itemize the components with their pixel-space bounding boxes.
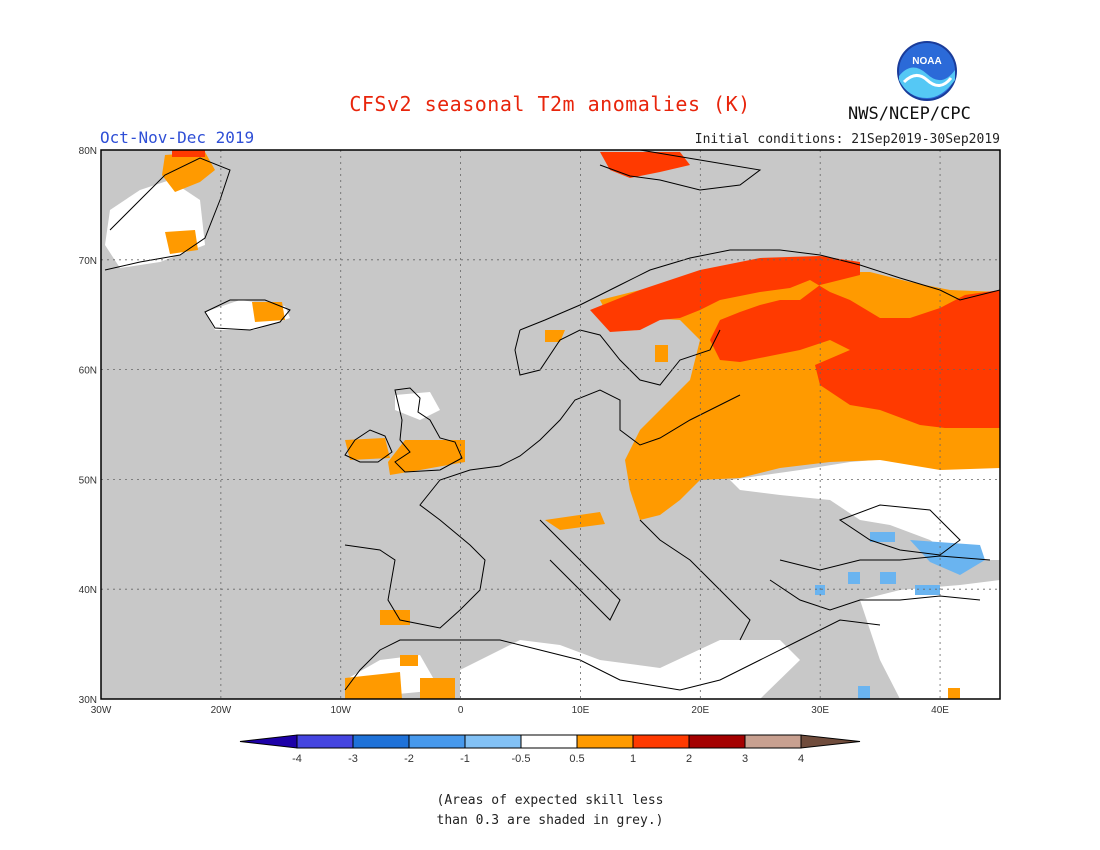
legend-color-box [576, 734, 634, 749]
longitude-tick-label: 20E [691, 705, 709, 716]
coastlines [104, 150, 1000, 691]
legend-color-box [408, 734, 466, 749]
legend-color-box [520, 734, 578, 749]
legend-color-box [296, 734, 354, 749]
longitude-tick-label: 30W [91, 705, 112, 716]
latitude-axis: 30N 40N 50N 60N 70N 80N [79, 146, 97, 706]
longitude-tick-label: 40E [931, 705, 949, 716]
anomaly-map: 30W 20W 10W 0 10E 20E 30E 40E 30N 40N 50N 60N 70N 80… [79, 146, 1001, 716]
legend-color-box [464, 734, 522, 749]
longitude-tick-label: 10E [572, 705, 590, 716]
legend-label: -1 [460, 753, 470, 765]
longitude-tick-label: 10W [330, 705, 351, 716]
legend-label: -0.5 [512, 753, 531, 765]
latitude-tick-label: 80N [79, 146, 97, 157]
latitude-tick-label: 60N [79, 366, 97, 377]
legend-color-box [352, 734, 410, 749]
skill-note-line1: (Areas of expected skill less [436, 793, 664, 808]
latitude-tick-label: 50N [79, 475, 97, 486]
legend-label: -3 [348, 753, 358, 765]
initial-conditions-label: Initial conditions: 21Sep2019-30Sep2019 [694, 132, 1000, 147]
legend-color-box [744, 734, 802, 749]
legend-label: 1 [630, 753, 636, 765]
longitude-tick-label: 0 [458, 705, 464, 716]
legend-arrow-high [800, 734, 861, 749]
latitude-tick-label: 30N [79, 695, 97, 706]
noaa-logo-icon: NOAA [897, 41, 957, 101]
anomaly-regions [105, 150, 1000, 699]
longitude-axis: 30W 20W 10W 0 10E 20E 30E 40E [91, 705, 950, 716]
legend-label: 2 [686, 753, 692, 765]
longitude-tick-label: 30E [811, 705, 829, 716]
skill-note-line2: than 0.3 are shaded in grey.) [436, 813, 664, 828]
legend-label: 4 [798, 753, 804, 765]
legend-color-box [632, 734, 690, 749]
agency-label: NWS/NCEP/CPC [848, 104, 971, 124]
noaa-logo-text: NOAA [912, 56, 941, 67]
legend-label: 0.5 [569, 753, 584, 765]
map-title: CFSv2 seasonal T2m anomalies (K) [349, 92, 751, 116]
legend-label: 3 [742, 753, 748, 765]
legend-label: -4 [292, 753, 302, 765]
latitude-tick-label: 70N [79, 256, 97, 267]
latitude-tick-label: 40N [79, 585, 97, 596]
legend-color-box [688, 734, 746, 749]
longitude-tick-label: 20W [211, 705, 232, 716]
season-label: Oct-Nov-Dec 2019 [100, 128, 255, 147]
graticule [101, 150, 1000, 699]
map-frame [100, 149, 1001, 700]
legend-label: -2 [404, 753, 414, 765]
legend-arrow-low [239, 734, 298, 749]
